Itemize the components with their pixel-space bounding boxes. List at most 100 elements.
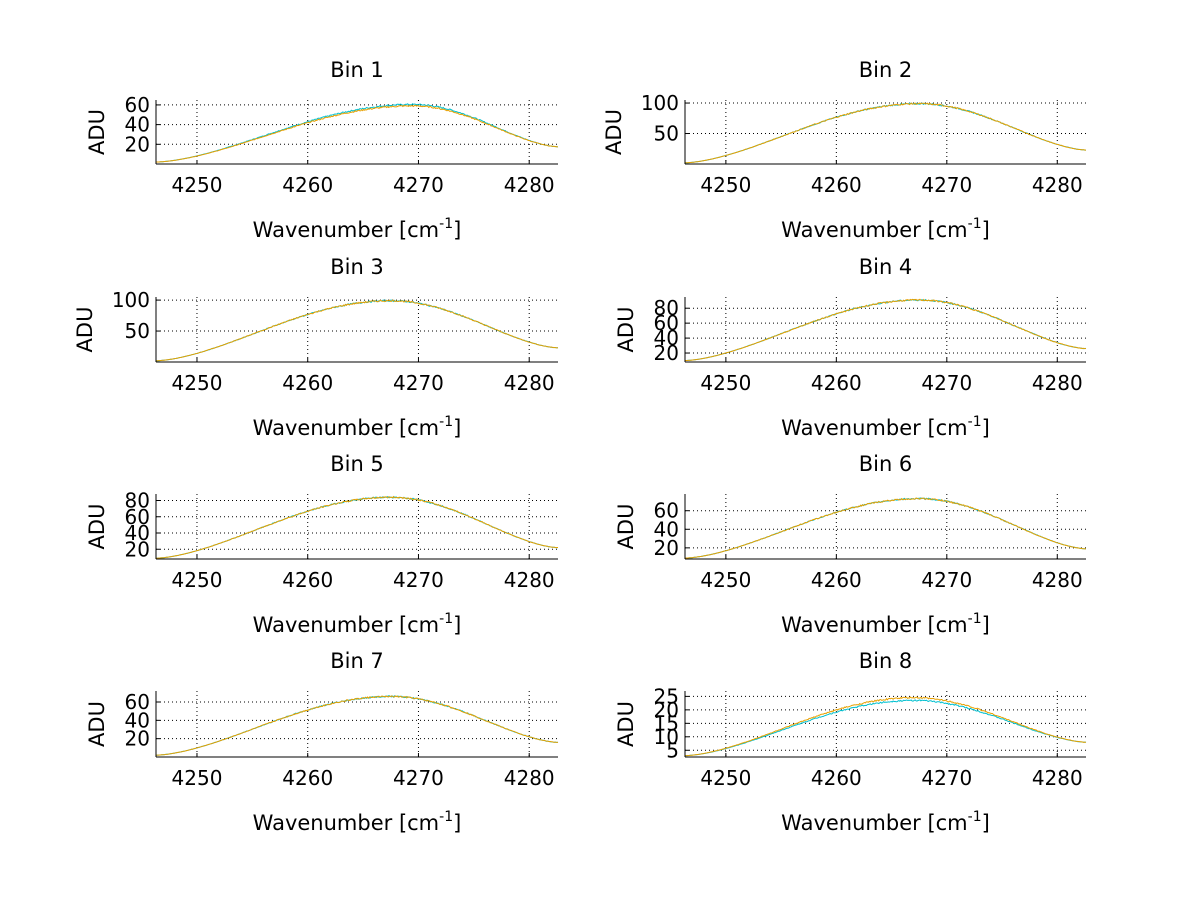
y-tick-label: 40 <box>125 113 150 137</box>
x-tick-label: 4270 <box>393 173 444 197</box>
y-axis-label: ADU <box>85 504 109 550</box>
x-axis-label: Wavenumber [cm-1] <box>253 611 462 637</box>
y-tick-label: 60 <box>125 505 150 529</box>
axes-background <box>685 494 1086 559</box>
x-tick-label: 4270 <box>393 371 444 395</box>
series-line-2 <box>155 695 559 756</box>
series-line-2 <box>685 497 1086 559</box>
series-line-2 <box>156 104 558 163</box>
subplot-2: 4250 4260 4270 4280 50 100 Bin 2 Wavenumber [cm… <box>602 58 1086 242</box>
x-tick-label: 4280 <box>1032 568 1083 592</box>
subplot-title: Bin 8 <box>859 649 913 673</box>
x-tick-label: 4250 <box>172 568 223 592</box>
x-tick-label: 4280 <box>504 766 555 790</box>
y-axis-label: ADU <box>614 504 638 550</box>
x-tick-label: 4270 <box>921 173 972 197</box>
x-tick-label: 4250 <box>700 766 751 790</box>
y-axis-label: ADU <box>85 701 109 747</box>
y-tick-label: 50 <box>654 122 679 146</box>
x-tick-label: 4260 <box>811 173 862 197</box>
y-axis-label: ADU <box>85 109 109 155</box>
y-tick-label: 60 <box>125 93 150 117</box>
y-tick-label: 10 <box>654 725 679 749</box>
x-axis-label: Wavenumber [cm-1] <box>253 809 462 835</box>
x-tick-label: 4280 <box>1032 371 1083 395</box>
axes-background <box>156 691 558 757</box>
x-tick-label: 4260 <box>282 766 333 790</box>
subplot-title: Bin 1 <box>330 58 384 82</box>
x-tick-label: 4250 <box>172 766 223 790</box>
y-tick-label: 40 <box>125 708 150 732</box>
y-tick-label: 50 <box>125 319 150 343</box>
y-tick-label: 20 <box>654 698 679 722</box>
x-axis-label: Wavenumber [cm-1] <box>781 809 990 835</box>
x-tick-label: 4260 <box>811 568 862 592</box>
y-tick-label: 40 <box>654 326 679 350</box>
x-tick-label: 4280 <box>1032 173 1083 197</box>
y-tick-label: 20 <box>654 341 679 365</box>
subplot-title: Bin 3 <box>330 255 384 279</box>
x-tick-label: 4270 <box>921 766 972 790</box>
x-tick-label: 4250 <box>700 173 751 197</box>
x-axis-label: Wavenumber [cm-1] <box>781 216 990 242</box>
x-tick-label: 4260 <box>282 371 333 395</box>
x-tick-label: 4260 <box>811 766 862 790</box>
x-tick-label: 4260 <box>282 173 333 197</box>
x-axis-label: Wavenumber [cm-1] <box>781 414 990 440</box>
axes-background <box>685 297 1086 362</box>
x-tick-label: 4270 <box>921 568 972 592</box>
y-tick-label: 20 <box>125 537 150 561</box>
x-axis-label: Wavenumber [cm-1] <box>781 611 990 637</box>
subplot-title: Bin 6 <box>859 452 913 476</box>
y-tick-label: 100 <box>641 91 679 115</box>
y-axis-label: ADU <box>602 109 626 155</box>
y-tick-label: 15 <box>654 711 679 735</box>
series-line-2 <box>685 102 1086 164</box>
x-axis-label: Wavenumber [cm-1] <box>253 216 462 242</box>
x-tick-label: 4270 <box>393 568 444 592</box>
x-tick-label: 4250 <box>172 173 223 197</box>
x-tick-label: 4280 <box>504 371 555 395</box>
axes-background <box>685 691 1086 757</box>
subplot-3: 4250 4260 4270 4280 50 100 Bin 3 Wavenumber [cm… <box>73 255 559 440</box>
y-tick-label: 20 <box>125 132 150 156</box>
x-tick-label: 4250 <box>172 371 223 395</box>
y-tick-label: 25 <box>654 684 679 708</box>
y-tick-label: 20 <box>125 727 150 751</box>
y-tick-label: 60 <box>654 311 679 335</box>
y-tick-label: 60 <box>125 690 150 714</box>
y-axis-label: ADU <box>614 307 638 353</box>
subplot-title: Bin 5 <box>330 452 384 476</box>
subplot-title: Bin 7 <box>330 649 384 673</box>
y-tick-label: 40 <box>125 521 150 545</box>
y-tick-label: 100 <box>112 288 150 312</box>
y-tick-label: 20 <box>654 536 679 560</box>
x-tick-label: 4250 <box>700 568 751 592</box>
axes-background <box>685 100 1086 164</box>
axes-background <box>156 297 558 362</box>
series-line-2 <box>684 696 1086 757</box>
x-tick-label: 4260 <box>811 371 862 395</box>
y-tick-label: 40 <box>654 517 679 541</box>
y-tick-label: 80 <box>125 489 150 513</box>
y-axis-label: ADU <box>614 701 638 747</box>
y-tick-label: 5 <box>666 738 679 762</box>
series-line-1 <box>685 699 1087 757</box>
series-line-2 <box>155 299 559 362</box>
subplot-title: Bin 2 <box>859 58 913 82</box>
x-tick-label: 4270 <box>393 766 444 790</box>
x-tick-label: 4280 <box>1032 766 1083 790</box>
x-tick-label: 4250 <box>700 371 751 395</box>
x-tick-label: 4270 <box>921 371 972 395</box>
x-axis-label: Wavenumber [cm-1] <box>253 414 462 440</box>
x-tick-label: 4280 <box>504 568 555 592</box>
series-line-2 <box>685 298 1087 361</box>
subplot-title: Bin 4 <box>859 255 913 279</box>
